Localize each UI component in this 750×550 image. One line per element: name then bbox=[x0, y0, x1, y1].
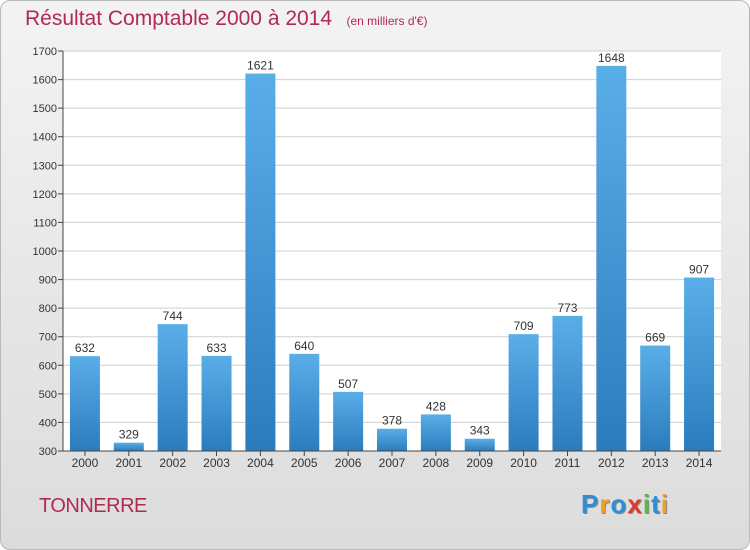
data-label: 669 bbox=[645, 331, 665, 345]
x-tick-label: 2005 bbox=[291, 456, 318, 470]
data-label: 428 bbox=[426, 399, 446, 413]
y-tick-label: 1100 bbox=[33, 217, 57, 229]
data-label: 378 bbox=[382, 414, 402, 428]
proxiti-logo: Proxiti bbox=[581, 489, 669, 520]
data-label: 709 bbox=[514, 319, 534, 333]
data-label: 640 bbox=[294, 339, 314, 353]
y-tick-label: 400 bbox=[39, 417, 57, 429]
x-tick-label: 2002 bbox=[159, 456, 186, 470]
bar bbox=[201, 355, 232, 451]
x-tick-label: 2010 bbox=[510, 456, 537, 470]
axes: 300 400 500 600 700 800 900 1000 1100 1200 1300 140… bbox=[33, 46, 721, 470]
labels: 632 329 744 633 1621 640 507 378 428 343 709 773 164… bbox=[75, 51, 709, 442]
x-tick-label: 2011 bbox=[555, 456, 581, 470]
data-label: 1621 bbox=[247, 59, 274, 73]
city-name: TONNERRE bbox=[39, 495, 147, 517]
y-tick-label: 300 bbox=[39, 446, 57, 458]
data-label: 744 bbox=[163, 309, 183, 323]
x-tick-label: 2004 bbox=[247, 456, 274, 470]
bars bbox=[69, 65, 715, 452]
y-tick-label: 1500 bbox=[33, 103, 57, 115]
unit-text: (en milliers d'€) bbox=[346, 14, 428, 28]
bar bbox=[157, 324, 188, 451]
data-label: 1648 bbox=[598, 51, 625, 65]
bar bbox=[333, 391, 364, 451]
y-tick-label: 1600 bbox=[33, 75, 57, 87]
y-tick-label: 1000 bbox=[33, 246, 57, 258]
bar bbox=[289, 353, 320, 451]
y-tick-label: 500 bbox=[39, 389, 57, 401]
logo-letter: i bbox=[642, 489, 652, 519]
y-tick-label: 600 bbox=[39, 360, 57, 372]
x-tick-label: 2012 bbox=[598, 456, 625, 470]
data-label: 773 bbox=[557, 301, 577, 315]
bar bbox=[245, 73, 276, 452]
y-tick-label: 800 bbox=[39, 303, 57, 315]
title-text: Résultat Comptable 2000 à 2014 bbox=[25, 7, 333, 30]
data-label: 907 bbox=[689, 263, 709, 277]
x-tick-label: 2003 bbox=[203, 456, 230, 470]
bar bbox=[113, 442, 144, 451]
bar bbox=[464, 438, 495, 451]
x-tick-label: 2009 bbox=[466, 456, 493, 470]
bar bbox=[69, 356, 100, 451]
bar bbox=[684, 277, 715, 451]
y-tick-label: 1400 bbox=[33, 132, 57, 144]
y-tick-label: 900 bbox=[39, 275, 57, 287]
logo-letter: o bbox=[610, 489, 628, 519]
x-tick-label: 2008 bbox=[423, 456, 450, 470]
y-tick-label: 1300 bbox=[33, 160, 57, 172]
data-label: 632 bbox=[75, 341, 95, 355]
x-tick-label: 2013 bbox=[642, 456, 669, 470]
x-tick-label: 2006 bbox=[335, 456, 362, 470]
logo-letter: P bbox=[581, 489, 600, 519]
logo-letter: x bbox=[627, 489, 643, 519]
bar bbox=[508, 334, 539, 451]
x-tick-label: 2014 bbox=[686, 456, 713, 470]
logo-letter: t bbox=[651, 489, 661, 519]
x-tick-label: 2007 bbox=[379, 456, 406, 470]
bar bbox=[377, 428, 407, 451]
bar bbox=[420, 414, 451, 451]
data-label: 507 bbox=[338, 377, 358, 391]
y-tick-label: 700 bbox=[39, 332, 57, 344]
y-tick-label: 1200 bbox=[33, 189, 57, 201]
x-tick-label: 2000 bbox=[72, 456, 99, 470]
logo-letter: r bbox=[599, 489, 611, 519]
bar bbox=[640, 345, 671, 451]
chart-title: Résultat Comptable 2000 à 2014 (en milli… bbox=[25, 7, 427, 31]
x-tick-label: 2001 bbox=[115, 456, 142, 470]
data-label: 329 bbox=[119, 428, 139, 442]
bar bbox=[552, 315, 583, 451]
logo-letter: i bbox=[660, 489, 669, 519]
bar bbox=[596, 65, 627, 451]
data-label: 633 bbox=[207, 341, 227, 355]
y-tick-label: 1700 bbox=[33, 46, 57, 58]
data-label: 343 bbox=[470, 424, 490, 438]
